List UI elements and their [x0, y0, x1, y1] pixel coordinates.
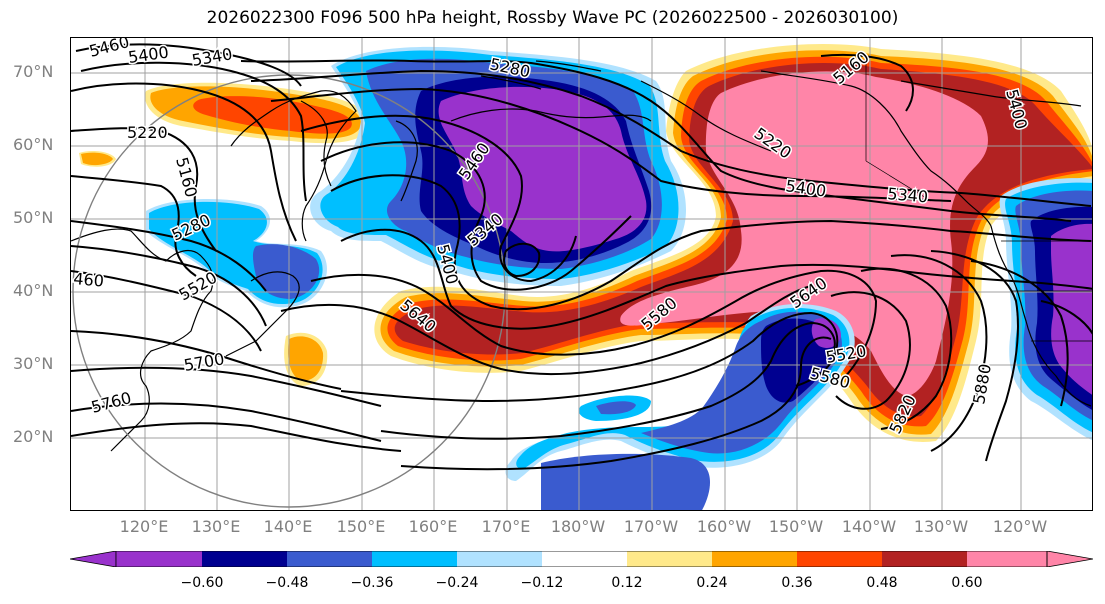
- lon-label-170w: 170°W: [623, 517, 679, 536]
- lat-label-40n: 40°N: [13, 281, 54, 300]
- contour-label: 5160: [172, 155, 201, 199]
- map-panel: 5460 5400 5340 5280 5220 5160 5280 460 5…: [70, 37, 1093, 511]
- lon-label-150e: 150°E: [336, 517, 386, 536]
- political-borders: [865, 61, 1092, 342]
- colorbar: [70, 551, 1093, 567]
- colorbar-seg-purple: [116, 551, 202, 567]
- colorbar-tick: 0.36: [781, 575, 813, 591]
- contour-label: 5220: [127, 123, 168, 142]
- lon-label-120e: 120°E: [119, 517, 169, 536]
- lon-label-160w: 160°W: [696, 517, 752, 536]
- colorbar-tick: −0.60: [180, 575, 224, 591]
- map-canvas: 5460 5400 5340 5280 5220 5160 5280 460 5…: [71, 38, 1092, 510]
- colorbar-seg-pink-tri: [1046, 551, 1093, 567]
- contour-label: 5880: [969, 362, 995, 405]
- lon-label-150w: 150°W: [768, 517, 824, 536]
- small-shade-orange: [81, 152, 113, 166]
- siberia-shade-orangered: [193, 96, 352, 134]
- colorbar-frame: [115, 551, 1048, 567]
- colorbar-tick: −0.48: [265, 575, 309, 591]
- lat-label-50n: 50°N: [13, 208, 54, 227]
- colorbar-tick: 0.48: [866, 575, 898, 591]
- lon-label-180w: 180°W: [550, 517, 606, 536]
- colorbar-seg-navy: [202, 551, 287, 567]
- colorbar-seg-purple-tri: [70, 551, 117, 567]
- lat-label-70n: 70°N: [13, 62, 54, 81]
- lon-label-140w: 140°W: [841, 517, 897, 536]
- colorbar-seg-cyan: [372, 551, 457, 567]
- contour-label: 460: [73, 269, 105, 291]
- colorbar-tick: 0.24: [696, 575, 728, 591]
- colorbar-tick: −0.24: [435, 575, 479, 591]
- lon-label-170e: 170°E: [481, 517, 531, 536]
- manchuria-shade-blue: [252, 244, 320, 299]
- chart-title: 2026022300 F096 500 hPa height, Rossby W…: [206, 8, 899, 28]
- contour-label: 5340: [887, 184, 929, 206]
- bering-shade-purple: [438, 86, 647, 252]
- lon-label-130e: 130°E: [191, 517, 241, 536]
- colorbar-tick: 0.60: [951, 575, 983, 591]
- westcoast-shade-purple: [1051, 223, 1092, 395]
- lat-label-60n: 60°N: [13, 135, 54, 154]
- lon-label-140e: 140°E: [263, 517, 313, 536]
- colorbar-seg-darkred: [882, 551, 967, 567]
- negative-anomaly-shading: [146, 46, 1092, 510]
- colorbar-seg-pink: [967, 551, 1047, 567]
- contour-label: 5460: [87, 38, 131, 61]
- colorbar-tick: −0.12: [520, 575, 564, 591]
- colorbar-seg-orange: [712, 551, 797, 567]
- colorbar-seg-lightblue: [457, 551, 542, 567]
- lat-label-20n: 20°N: [13, 427, 54, 446]
- lat-label-30n: 30°N: [13, 354, 54, 373]
- positive-anomaly-shading: [79, 44, 1092, 442]
- lon-label-130w: 130°W: [913, 517, 969, 536]
- colorbar-seg-yellow: [627, 551, 712, 567]
- colorbar-tick: −0.36: [350, 575, 394, 591]
- midpacific-shade-blue: [596, 401, 636, 415]
- colorbar-seg-white: [542, 551, 627, 567]
- south-shade-blue: [541, 453, 710, 510]
- coastlines: [71, 60, 1092, 452]
- japan-shade-orange: [288, 336, 324, 381]
- colorbar-seg-orangered: [797, 551, 882, 567]
- colorbar-seg-blue: [287, 551, 372, 567]
- lon-label-120w: 120°W: [992, 517, 1048, 536]
- lon-label-160e: 160°E: [408, 517, 458, 536]
- height-contours: [71, 43, 1092, 471]
- colorbar-tick: 0.12: [611, 575, 643, 591]
